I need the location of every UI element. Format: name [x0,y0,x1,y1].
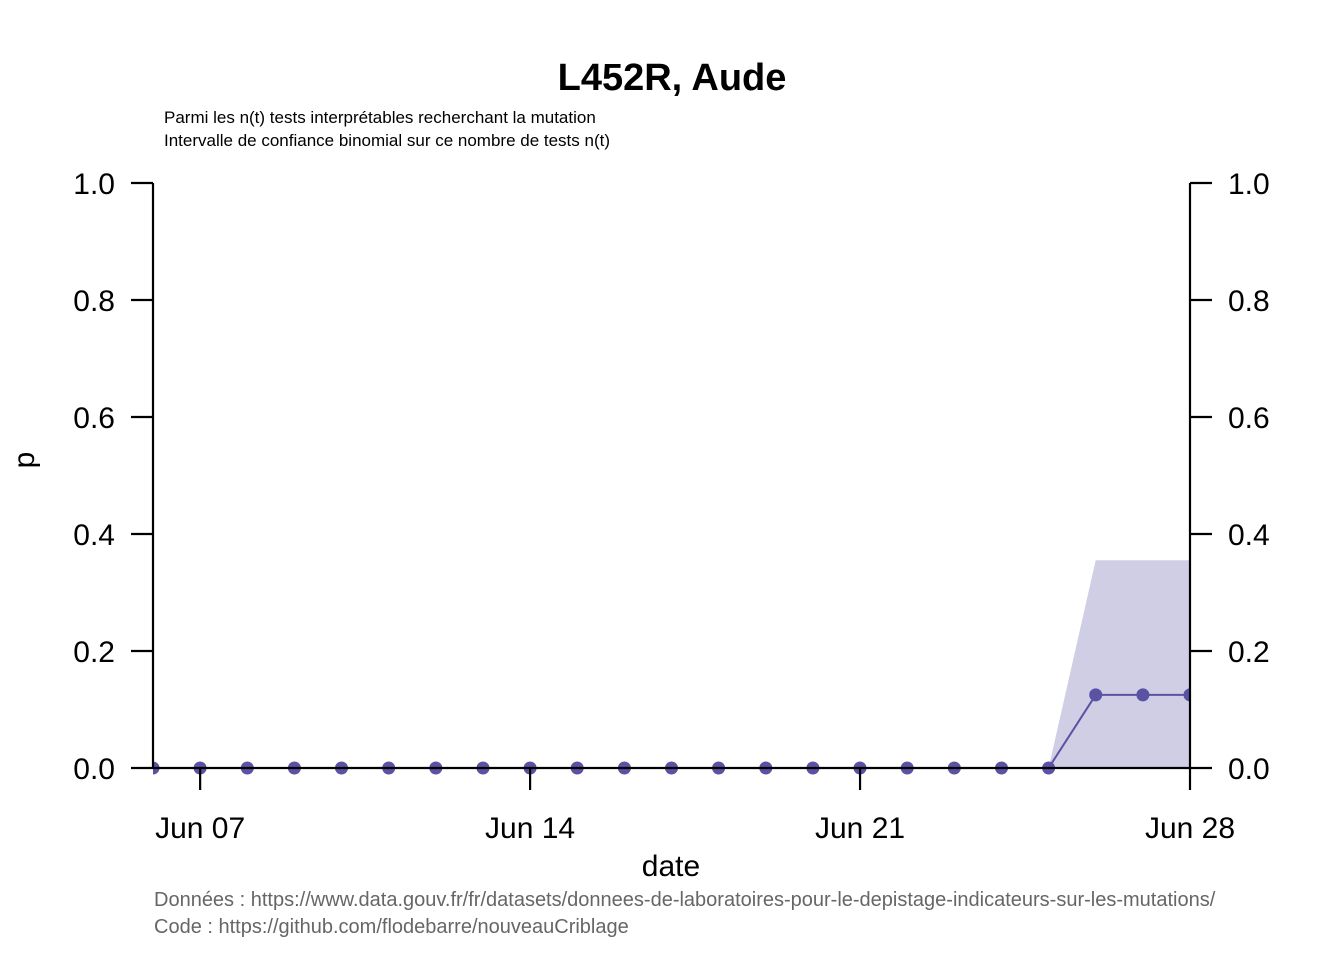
y-tick-label-left: 0.6 [73,402,115,435]
data-point [1136,688,1150,702]
code-source-caption: Code : https://github.com/flodebarre/nou… [154,916,629,938]
data-point [1089,688,1103,702]
x-axis-label: date [642,850,700,883]
y-tick-label-right: 0.8 [1228,285,1270,318]
y-tick-label-left: 0.4 [73,519,115,552]
series-line-layer [153,693,1190,769]
y-tick-label-left: 0.2 [73,636,115,669]
y-axis-right-ticks: 0.0 0.2 0.4 0.6 0.8 1.0 [1190,168,1270,786]
y-tick-label-left: 0.8 [73,285,115,318]
y-tick-label-right: 0.6 [1228,402,1270,435]
y-tick-label-right: 0.2 [1228,636,1270,669]
chart-title: L452R, Aude [558,57,787,99]
data-point [1183,688,1190,702]
x-tick-label: Jun 28 [1145,812,1235,845]
x-tick-label: Jun 14 [485,812,575,845]
y-tick-label-right: 0.4 [1228,519,1270,552]
confidence-band [153,560,1190,768]
y-tick-label-left: 0.0 [73,753,115,786]
series-point-layer [153,688,1190,775]
y-tick-label-left: 1.0 [73,168,115,201]
x-tick-label: Jun 07 [155,812,245,845]
series-line [153,693,1190,769]
y-axis-label: p [8,452,41,469]
y-axis-left-ticks: 0.0 0.2 0.4 0.6 0.8 1.0 [73,168,153,786]
chart-subtitle-line-2: Intervalle de confiance binomial sur ce … [164,131,610,150]
confidence-band-layer [153,560,1190,768]
y-tick-label-right: 1.0 [1228,168,1270,201]
x-axis-ticks: Jun 07 Jun 14 Jun 21 Jun 28 [155,768,1235,845]
chart-subtitle-line-1: Parmi les n(t) tests interprétables rech… [164,108,596,127]
data-source-caption: Données : https://www.data.gouv.fr/fr/da… [154,889,1216,911]
x-tick-label: Jun 21 [815,812,905,845]
y-tick-label-right: 0.0 [1228,753,1270,786]
